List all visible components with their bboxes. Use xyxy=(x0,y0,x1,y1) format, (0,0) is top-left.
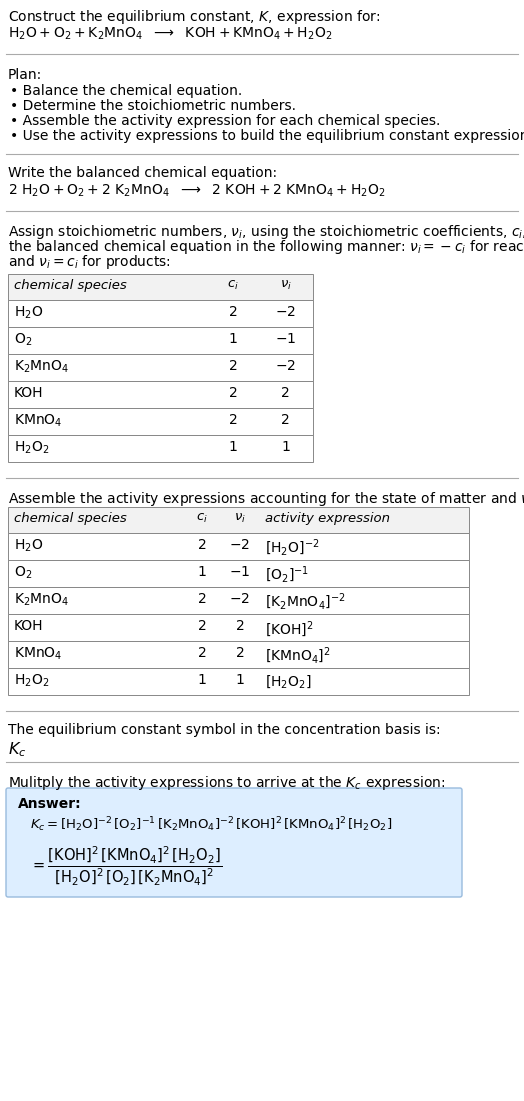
Text: $K_c = [\mathrm{H_2O}]^{-2}\,[\mathrm{O_2}]^{-1}\,[\mathrm{K_2MnO_4}]^{-2}\,[\ma: $K_c = [\mathrm{H_2O}]^{-2}\,[\mathrm{O_… xyxy=(30,815,392,833)
Text: Write the balanced chemical equation:: Write the balanced chemical equation: xyxy=(8,166,277,179)
Text: chemical species: chemical species xyxy=(14,512,127,525)
Text: Assemble the activity expressions accounting for the state of matter and $\nu_i$: Assemble the activity expressions accoun… xyxy=(8,490,524,508)
Text: 1: 1 xyxy=(198,565,206,579)
Text: 2: 2 xyxy=(228,413,237,427)
Text: $\mathrm{H_2O}$: $\mathrm{H_2O}$ xyxy=(14,538,43,555)
Text: $-2$: $-2$ xyxy=(275,359,296,373)
Text: KOH: KOH xyxy=(14,386,43,400)
Text: activity expression: activity expression xyxy=(265,512,390,525)
Text: $\mathrm{O_2}$: $\mathrm{O_2}$ xyxy=(14,565,32,581)
Bar xyxy=(8,560,469,587)
Text: 2: 2 xyxy=(228,386,237,400)
Text: $-2$: $-2$ xyxy=(230,538,250,552)
Text: $\mathrm{H_2O + O_2 + K_2MnO_4}$  $\longrightarrow$  $\mathrm{KOH + KMnO_4 + H_2: $\mathrm{H_2O + O_2 + K_2MnO_4}$ $\longr… xyxy=(8,26,332,43)
Text: 1: 1 xyxy=(198,673,206,687)
Text: $\mathrm{H_2O_2}$: $\mathrm{H_2O_2}$ xyxy=(14,673,49,689)
Text: 1: 1 xyxy=(228,333,237,346)
Text: chemical species: chemical species xyxy=(14,279,127,292)
Text: The equilibrium constant symbol in the concentration basis is:: The equilibrium constant symbol in the c… xyxy=(8,723,441,737)
Text: $\mathrm{2\ H_2O + O_2 + 2\ K_2MnO_4}$  $\longrightarrow$  $\mathrm{2\ KOH + 2\ : $\mathrm{2\ H_2O + O_2 + 2\ K_2MnO_4}$ $… xyxy=(8,183,386,199)
Text: $c_i$: $c_i$ xyxy=(196,512,208,525)
Text: Assign stoichiometric numbers, $\nu_i$, using the stoichiometric coefficients, $: Assign stoichiometric numbers, $\nu_i$, … xyxy=(8,224,524,241)
Text: $[\mathrm{H_2O_2}]$: $[\mathrm{H_2O_2}]$ xyxy=(265,673,312,690)
Bar xyxy=(8,327,313,355)
Text: $-1$: $-1$ xyxy=(275,333,296,346)
Text: 2: 2 xyxy=(198,592,206,606)
Text: • Balance the chemical equation.: • Balance the chemical equation. xyxy=(10,84,242,98)
Bar xyxy=(8,408,313,435)
Text: $\mathrm{KMnO_4}$: $\mathrm{KMnO_4}$ xyxy=(14,646,62,663)
Text: • Assemble the activity expression for each chemical species.: • Assemble the activity expression for e… xyxy=(10,115,440,128)
Text: 2: 2 xyxy=(236,646,244,659)
Text: $K_c$: $K_c$ xyxy=(8,740,26,759)
Bar xyxy=(8,641,469,668)
Text: $-2$: $-2$ xyxy=(230,592,250,606)
Text: Answer:: Answer: xyxy=(18,797,82,811)
Text: 1: 1 xyxy=(281,440,290,454)
Text: 2: 2 xyxy=(198,646,206,659)
Text: the balanced chemical equation in the following manner: $\nu_i = -c_i$ for react: the balanced chemical equation in the fo… xyxy=(8,238,524,257)
Text: 2: 2 xyxy=(198,538,206,552)
Text: 2: 2 xyxy=(228,359,237,373)
Text: • Use the activity expressions to build the equilibrium constant expression.: • Use the activity expressions to build … xyxy=(10,129,524,143)
Text: $-1$: $-1$ xyxy=(230,565,250,579)
Text: $\nu_i$: $\nu_i$ xyxy=(234,512,246,525)
Bar xyxy=(8,614,469,641)
Bar xyxy=(8,435,313,462)
Text: Plan:: Plan: xyxy=(8,68,42,81)
Text: 2: 2 xyxy=(236,619,244,633)
Text: $[\mathrm{KOH}]^2$: $[\mathrm{KOH}]^2$ xyxy=(265,619,314,639)
Text: KOH: KOH xyxy=(14,619,43,633)
Text: $\mathrm{K_2MnO_4}$: $\mathrm{K_2MnO_4}$ xyxy=(14,592,69,609)
Text: $-2$: $-2$ xyxy=(275,305,296,319)
Bar xyxy=(8,668,469,695)
Bar xyxy=(8,533,469,560)
Text: Construct the equilibrium constant, $K$, expression for:: Construct the equilibrium constant, $K$,… xyxy=(8,8,380,26)
Bar xyxy=(8,274,313,299)
Text: $= \dfrac{[\mathrm{KOH}]^2\,[\mathrm{KMnO_4}]^2\,[\mathrm{H_2O_2}]}{[\mathrm{H_2: $= \dfrac{[\mathrm{KOH}]^2\,[\mathrm{KMn… xyxy=(30,844,222,889)
Bar xyxy=(8,381,313,408)
Bar xyxy=(8,299,313,327)
Text: 2: 2 xyxy=(281,413,290,427)
Text: $[\mathrm{O_2}]^{-1}$: $[\mathrm{O_2}]^{-1}$ xyxy=(265,565,309,586)
Text: 2: 2 xyxy=(228,305,237,319)
Text: 1: 1 xyxy=(236,673,244,687)
Text: $[\mathrm{K_2MnO_4}]^{-2}$: $[\mathrm{K_2MnO_4}]^{-2}$ xyxy=(265,592,345,612)
Text: $c_i$: $c_i$ xyxy=(227,279,239,292)
Text: 2: 2 xyxy=(281,386,290,400)
Text: $\mathrm{H_2O}$: $\mathrm{H_2O}$ xyxy=(14,305,43,321)
Text: $[\mathrm{H_2O}]^{-2}$: $[\mathrm{H_2O}]^{-2}$ xyxy=(265,538,320,558)
Bar xyxy=(8,355,313,381)
FancyBboxPatch shape xyxy=(6,788,462,897)
Text: and $\nu_i = c_i$ for products:: and $\nu_i = c_i$ for products: xyxy=(8,253,171,271)
Text: $\mathrm{K_2MnO_4}$: $\mathrm{K_2MnO_4}$ xyxy=(14,359,69,375)
Text: $[\mathrm{KMnO_4}]^2$: $[\mathrm{KMnO_4}]^2$ xyxy=(265,646,331,666)
Text: $\mathrm{H_2O_2}$: $\mathrm{H_2O_2}$ xyxy=(14,440,49,457)
Text: 2: 2 xyxy=(198,619,206,633)
Text: $\mathrm{KMnO_4}$: $\mathrm{KMnO_4}$ xyxy=(14,413,62,429)
Bar xyxy=(8,587,469,614)
Text: $\nu_i$: $\nu_i$ xyxy=(279,279,291,292)
Bar xyxy=(8,506,469,533)
Text: Mulitply the activity expressions to arrive at the $K_c$ expression:: Mulitply the activity expressions to arr… xyxy=(8,774,445,792)
Text: • Determine the stoichiometric numbers.: • Determine the stoichiometric numbers. xyxy=(10,99,296,113)
Text: 1: 1 xyxy=(228,440,237,454)
Text: $\mathrm{O_2}$: $\mathrm{O_2}$ xyxy=(14,333,32,348)
